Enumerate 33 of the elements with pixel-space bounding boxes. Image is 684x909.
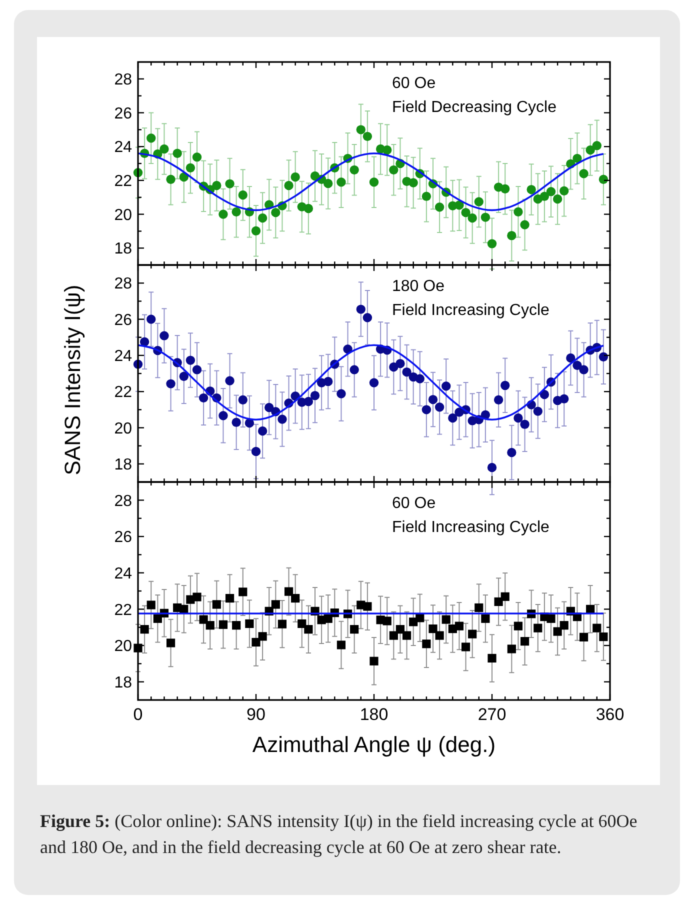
x-tick-label: 90 — [246, 705, 266, 724]
y-tick-label: 18 — [114, 456, 132, 474]
annotation: 60 Oe — [392, 495, 436, 512]
y-tick-label: 20 — [114, 420, 132, 438]
y-tick-label: 22 — [114, 602, 132, 619]
y-tick-label: 18 — [114, 674, 132, 692]
y-tick-label: 28 — [114, 276, 132, 293]
annotation: Field Increasing Cycle — [392, 519, 550, 536]
y-tick-label: 24 — [114, 139, 132, 156]
y-tick-label: 20 — [114, 638, 132, 656]
y-tick-label: 24 — [114, 348, 132, 366]
annotation: Field Decreasing Cycle — [392, 99, 557, 116]
line-series — [137, 344, 604, 421]
y-tick-label: 26 — [114, 105, 132, 122]
annotation: 60 Oe — [392, 75, 436, 92]
x-tick-label: 0 — [133, 705, 143, 724]
x-tick-label: 270 — [478, 705, 506, 724]
x-tick-label: 360 — [596, 705, 624, 724]
y-tick-label: 22 — [114, 173, 132, 190]
y-tick-label: 22 — [114, 384, 132, 402]
annotation: 180 Oe — [392, 278, 445, 295]
annotation: Field Increasing Cycle — [392, 302, 550, 319]
y-tick-label: 20 — [114, 206, 132, 224]
x-axis-title: Azimuthal Angle ψ (deg.) — [252, 732, 496, 757]
caption: Figure 5: (Color online): SANS intensity I(ψ) in the field increasing cycle at 60Oe and 180 Oe, and in the field decreasing cycle at 60 Oe at zero shear rate. — [40, 811, 638, 857]
y-tick-label: 24 — [114, 565, 132, 582]
y-tick-label: 18 — [114, 240, 132, 258]
y-tick-label: 28 — [114, 72, 132, 89]
y-tick-label: 26 — [114, 312, 132, 329]
x-tick-label: 180 — [360, 705, 388, 724]
y-tick-label: 26 — [114, 529, 132, 546]
y-axis-title: SANS Intensity I(ψ) — [60, 284, 85, 476]
y-tick-label: 28 — [114, 492, 132, 510]
